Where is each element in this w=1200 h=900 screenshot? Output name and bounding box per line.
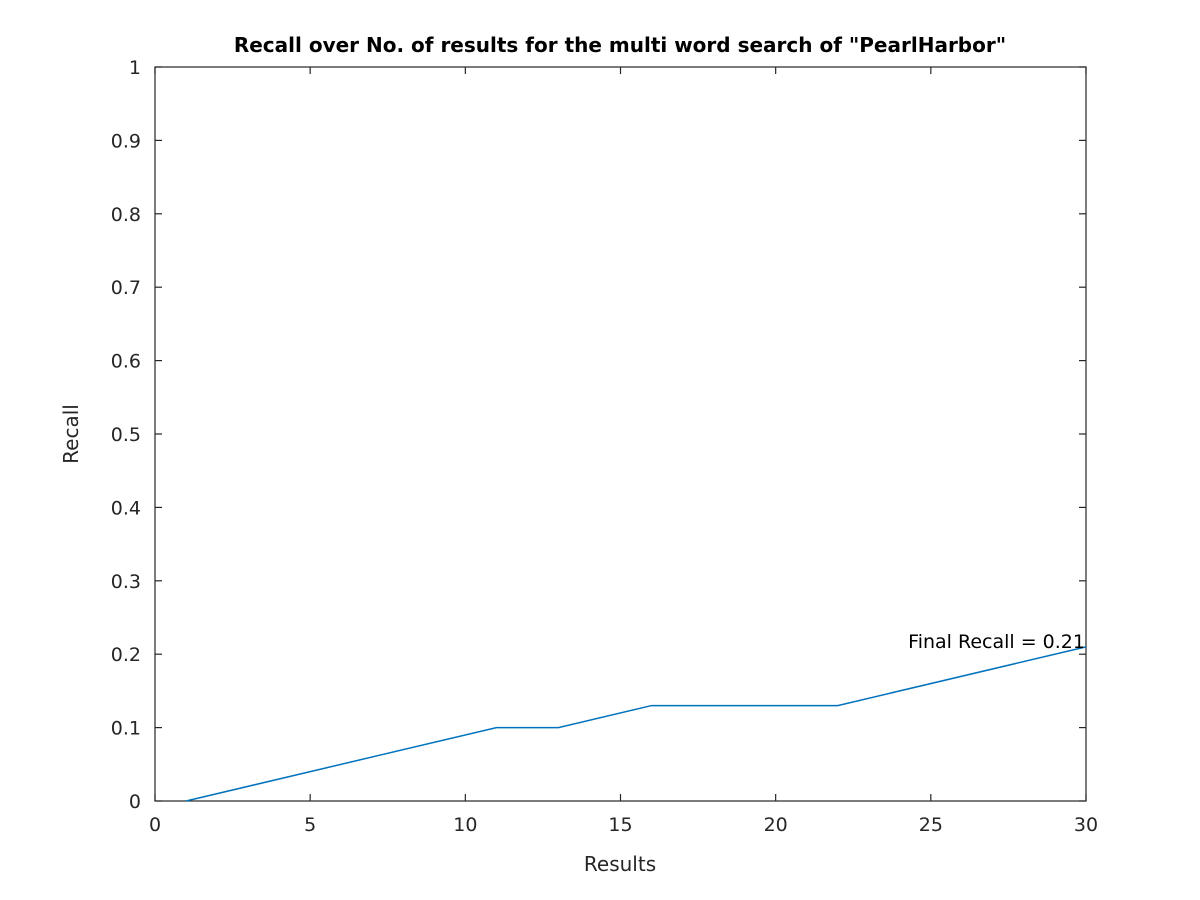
y-tick-label: 0.3 bbox=[111, 571, 141, 593]
recall-series-line bbox=[185, 646, 1087, 802]
y-tick-label: 0.6 bbox=[111, 351, 141, 373]
y-axis: 0 0.1 0.2 0.3 0.4 0.5 0.6 0.7 0.8 0.9 1 bbox=[111, 57, 1086, 813]
x-tick-label: 25 bbox=[919, 814, 943, 836]
y-tick-label: 0 bbox=[129, 791, 141, 813]
y-tick-label: 0.9 bbox=[111, 130, 141, 152]
y-tick-label: 0.2 bbox=[111, 644, 141, 666]
x-tick-label: 10 bbox=[453, 814, 477, 836]
x-axis: 0 5 10 15 20 25 30 bbox=[149, 67, 1098, 836]
x-tick-label: 30 bbox=[1074, 814, 1098, 836]
y-tick-label: 0.7 bbox=[111, 277, 141, 299]
final-recall-annotation: Final Recall = 0.21 bbox=[908, 631, 1085, 653]
chart-title: Recall over No. of results for the multi… bbox=[234, 33, 1006, 57]
y-tick-label: 1 bbox=[129, 57, 141, 79]
y-tick-label: 0.8 bbox=[111, 204, 141, 226]
x-tick-label: 15 bbox=[608, 814, 632, 836]
x-axis-label: Results bbox=[584, 852, 656, 876]
y-tick-label: 0.1 bbox=[111, 718, 141, 740]
y-tick-label: 0.5 bbox=[111, 424, 141, 446]
x-tick-label: 5 bbox=[304, 814, 316, 836]
plot-area bbox=[154, 66, 1087, 802]
series-group bbox=[185, 646, 1087, 802]
x-tick-label: 0 bbox=[149, 814, 161, 836]
y-axis-label: Recall bbox=[59, 404, 83, 464]
x-tick-label: 20 bbox=[764, 814, 788, 836]
y-tick-label: 0.4 bbox=[111, 497, 141, 519]
